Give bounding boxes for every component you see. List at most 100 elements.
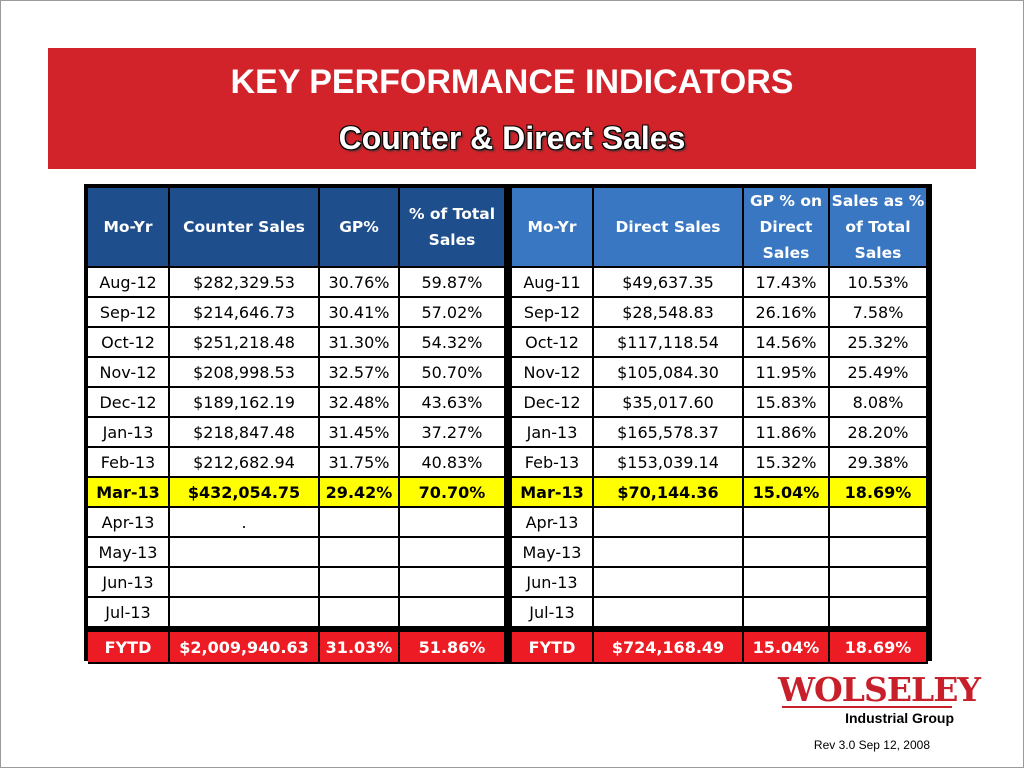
cell-gp: 30.41% <box>320 298 400 328</box>
cell-direct-sales: $49,637.35 <box>594 268 744 298</box>
header-gp: GP% <box>320 188 400 268</box>
cell-counter-sales: $251,218.48 <box>170 328 320 358</box>
cell-sales-pct-total: 18.69% <box>830 478 928 508</box>
table-row: Dec-12 $189,162.19 32.48% 43.63% Dec-12 $35,0… <box>88 388 928 418</box>
header-counter-sales: Counter Sales <box>170 188 320 268</box>
cell-sales-pct-total: 7.58% <box>830 298 928 328</box>
cell-sales-pct-total: 18.69% <box>830 628 928 664</box>
cell-direct-sales <box>594 598 744 628</box>
cell-gp-direct: 11.95% <box>744 358 830 388</box>
cell-gp: 32.57% <box>320 358 400 388</box>
table-row: May-13 May-13 <box>88 538 928 568</box>
cell-gp-direct: 17.43% <box>744 268 830 298</box>
cell-pct-total: 40.83% <box>400 448 506 478</box>
logo-wordmark: WOLSELEY <box>778 670 981 709</box>
total-row: FYTD $2,009,940.63 31.03% 51.86% FYTD $724,16… <box>88 628 928 664</box>
cell-pct-total: 57.02% <box>400 298 506 328</box>
cell-pct-total <box>400 538 506 568</box>
cell-counter-sales <box>170 538 320 568</box>
cell-mo-yr-2: FYTD <box>512 628 594 664</box>
cell-mo-yr: Jun-13 <box>88 568 170 598</box>
cell-pct-total: 37.27% <box>400 418 506 448</box>
column-gap <box>506 298 512 328</box>
cell-counter-sales <box>170 568 320 598</box>
cell-counter-sales: $208,998.53 <box>170 358 320 388</box>
cell-mo-yr-2: Feb-13 <box>512 448 594 478</box>
cell-counter-sales: $282,329.53 <box>170 268 320 298</box>
cell-mo-yr-2: May-13 <box>512 538 594 568</box>
cell-gp <box>320 598 400 628</box>
cell-mo-yr: Jan-13 <box>88 418 170 448</box>
cell-gp-direct: 15.83% <box>744 388 830 418</box>
cell-counter-sales: $218,847.48 <box>170 418 320 448</box>
cell-pct-total <box>400 508 506 538</box>
column-gap <box>506 598 512 628</box>
kpi-table: Mo-Yr Counter Sales GP% % of Total Sales… <box>88 188 928 664</box>
wolseley-logo: WOLSELEY <box>778 672 981 708</box>
cell-gp-direct: 11.86% <box>744 418 830 448</box>
cell-mo-yr-2: Sep-12 <box>512 298 594 328</box>
cell-gp: 31.30% <box>320 328 400 358</box>
kpi-table-container: Mo-Yr Counter Sales GP% % of Total Sales… <box>84 184 932 664</box>
cell-gp <box>320 568 400 598</box>
highlighted-row: Mar-13 $432,054.75 29.42% 70.70% Mar-13 $70,1… <box>88 478 928 508</box>
cell-sales-pct-total: 29.38% <box>830 448 928 478</box>
cell-mo-yr: FYTD <box>88 628 170 664</box>
table-row: Nov-12 $208,998.53 32.57% 50.70% Nov-12 $105,… <box>88 358 928 388</box>
cell-pct-total: 51.86% <box>400 628 506 664</box>
cell-gp: 29.42% <box>320 478 400 508</box>
cell-sales-pct-total: 25.49% <box>830 358 928 388</box>
cell-sales-pct-total: 28.20% <box>830 418 928 448</box>
column-gap <box>506 448 512 478</box>
header-row: Mo-Yr Counter Sales GP% % of Total Sales… <box>88 188 928 268</box>
cell-sales-pct-total: 25.32% <box>830 328 928 358</box>
cell-gp-direct <box>744 568 830 598</box>
cell-pct-total: 70.70% <box>400 478 506 508</box>
header-pct-total: % of Total Sales <box>400 188 506 268</box>
column-gap <box>506 188 512 268</box>
cell-counter-sales: $432,054.75 <box>170 478 320 508</box>
slide-title: KEY PERFORMANCE INDICATORS <box>230 63 794 101</box>
table-row: Jun-13 Jun-13 <box>88 568 928 598</box>
cell-mo-yr: May-13 <box>88 538 170 568</box>
cell-counter-sales: $189,162.19 <box>170 388 320 418</box>
table-row: Sep-12 $214,646.73 30.41% 57.02% Sep-12 $28,5… <box>88 298 928 328</box>
title-banner: KEY PERFORMANCE INDICATORS Counter & Dir… <box>48 48 976 169</box>
cell-mo-yr-2: Apr-13 <box>512 508 594 538</box>
cell-sales-pct-total: 10.53% <box>830 268 928 298</box>
cell-gp-direct <box>744 538 830 568</box>
column-gap <box>506 538 512 568</box>
cell-mo-yr: Feb-13 <box>88 448 170 478</box>
cell-pct-total: 54.32% <box>400 328 506 358</box>
cell-pct-total: 50.70% <box>400 358 506 388</box>
cell-gp-direct <box>744 598 830 628</box>
table-row: Jan-13 $218,847.48 31.45% 37.27% Jan-13 $165,… <box>88 418 928 448</box>
header-mo-yr: Mo-Yr <box>88 188 170 268</box>
cell-direct-sales <box>594 538 744 568</box>
cell-mo-yr-2: Mar-13 <box>512 478 594 508</box>
column-gap <box>506 328 512 358</box>
table-row: Feb-13 $212,682.94 31.75% 40.83% Feb-13 $153,… <box>88 448 928 478</box>
cell-mo-yr-2: Jul-13 <box>512 598 594 628</box>
cell-pct-total: 59.87% <box>400 268 506 298</box>
cell-counter-sales: $2,009,940.63 <box>170 628 320 664</box>
slide-subtitle: Counter & Direct Sales <box>338 120 686 156</box>
cell-mo-yr-2: Jan-13 <box>512 418 594 448</box>
cell-gp-direct: 15.04% <box>744 478 830 508</box>
cell-counter-sales: . <box>170 508 320 538</box>
column-gap <box>506 358 512 388</box>
cell-direct-sales: $70,144.36 <box>594 478 744 508</box>
column-gap <box>506 628 512 664</box>
cell-sales-pct-total <box>830 598 928 628</box>
header-gp-direct: GP % on Direct Sales <box>744 188 830 268</box>
cell-gp <box>320 538 400 568</box>
cell-gp: 32.48% <box>320 388 400 418</box>
cell-sales-pct-total <box>830 508 928 538</box>
cell-mo-yr: Jul-13 <box>88 598 170 628</box>
header-mo-yr-2: Mo-Yr <box>512 188 594 268</box>
cell-mo-yr: Sep-12 <box>88 298 170 328</box>
cell-mo-yr: Apr-13 <box>88 508 170 538</box>
cell-pct-total <box>400 598 506 628</box>
cell-direct-sales <box>594 568 744 598</box>
cell-mo-yr-2: Jun-13 <box>512 568 594 598</box>
